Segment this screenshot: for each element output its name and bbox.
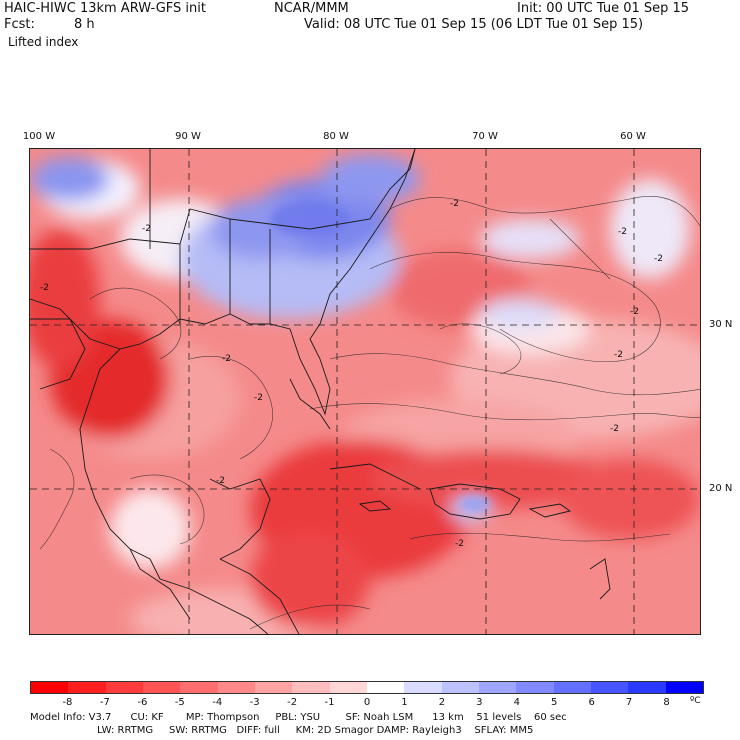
colorbar-tick-label: 6 (588, 697, 595, 708)
contours (39, 196, 700, 630)
model-info-line1: Model Info: V3.7 CU: KF MP: Thompson PBL… (30, 712, 567, 723)
lon-label-80w: 80 W (323, 131, 349, 142)
org-label: NCAR/MMM (274, 1, 349, 16)
contour-label: -2 (254, 393, 263, 403)
contour-label: -2 (40, 283, 49, 293)
lat-label-30n: 30 N (709, 319, 733, 330)
colorbar-tick-label: -3 (249, 697, 260, 708)
map-canvas: -2 -2 -2 -2 -2 -2 -2 -2 -2 -2 -2 -2 (30, 149, 700, 634)
colorbar-segment (105, 682, 143, 693)
colorbar-tick-label: 3 (476, 697, 483, 708)
contour-label: -2 (216, 476, 225, 486)
colorbar-segment (180, 682, 218, 693)
lon-label-100w: 100 W (22, 131, 56, 142)
colorbar-tick-label: -2 (287, 697, 298, 708)
model-info-line2: LW: RRTMG SW: RRTMG DIFF: full KM: 2D Sm… (97, 725, 534, 736)
colorbar-tick-label: 1 (401, 697, 408, 708)
colorbar-segment (478, 682, 517, 693)
contour-label: -2 (630, 307, 639, 317)
contour-label: -2 (654, 254, 663, 264)
contour-labels: -2 -2 -2 -2 -2 -2 -2 -2 -2 -2 -2 -2 (40, 199, 663, 549)
colorbar-segment (329, 682, 367, 693)
contour-label: -2 (455, 539, 464, 549)
colorbar-segment (366, 682, 405, 693)
colorbar-tick-label: 4 (513, 697, 520, 708)
colorbar-segment (254, 682, 293, 693)
colorbar-tick-label: -8 (62, 697, 73, 708)
contour-label: -2 (614, 350, 623, 360)
colorbar-tick-label: 0 (363, 697, 371, 708)
colorbar-segment (404, 682, 442, 693)
colorbar-tick-label: 5 (551, 697, 558, 708)
colorbar-tick-label: 8 (663, 697, 670, 708)
colorbar-segment (665, 682, 703, 693)
colorbar-tick-label: -5 (174, 697, 185, 708)
forecast-hour: 8 h (74, 17, 95, 32)
colorbar-segment (68, 682, 106, 693)
init-time: Init: 00 UTC Tue 01 Sep 15 (517, 1, 690, 16)
colorbar-segment (516, 682, 554, 693)
contour-label: -2 (142, 224, 151, 234)
lon-label-70w: 70 W (472, 131, 498, 142)
colorbar-segment (31, 682, 69, 693)
colorbar-segment (292, 682, 330, 693)
contour-label: -2 (618, 227, 627, 237)
lon-label-90w: 90 W (175, 131, 201, 142)
colorbar-tick-label: -4 (212, 697, 223, 708)
colorbar-segment (217, 682, 255, 693)
colorbar-unit: ºC (690, 696, 701, 706)
lon-label-60w: 60 W (620, 131, 646, 142)
lat-label-20n: 20 N (709, 483, 733, 494)
colorbar-tick-label: -6 (137, 697, 148, 708)
valid-time: Valid: 08 UTC Tue 01 Sep 15 (06 LDT Tue … (304, 17, 644, 32)
forecast-label: Fcst: (4, 17, 35, 32)
model-title: HAIC-HIWC 13km ARW-GFS init (4, 1, 206, 16)
contour-label: -2 (610, 424, 619, 434)
contour-label: -2 (450, 199, 459, 209)
coastlines (30, 149, 611, 634)
colorbar-segment (553, 682, 591, 693)
colorbar-tick-label: 2 (438, 697, 446, 708)
contour-label: -2 (222, 354, 231, 364)
colorbar-tick-label: -1 (324, 697, 335, 708)
colorbar-segment (628, 682, 666, 693)
colorbar-segment (590, 682, 629, 693)
colorbar (30, 681, 704, 694)
lat-lon-grid (30, 149, 700, 634)
colorbar-segment (142, 682, 181, 693)
field-name: Lifted index (8, 35, 79, 49)
colorbar-segment (441, 682, 479, 693)
colorbar-tick-label: 7 (625, 697, 633, 708)
lifted-index-map: -2 -2 -2 -2 -2 -2 -2 -2 -2 -2 -2 -2 (29, 148, 701, 635)
colorbar-tick-label: -7 (99, 697, 110, 708)
